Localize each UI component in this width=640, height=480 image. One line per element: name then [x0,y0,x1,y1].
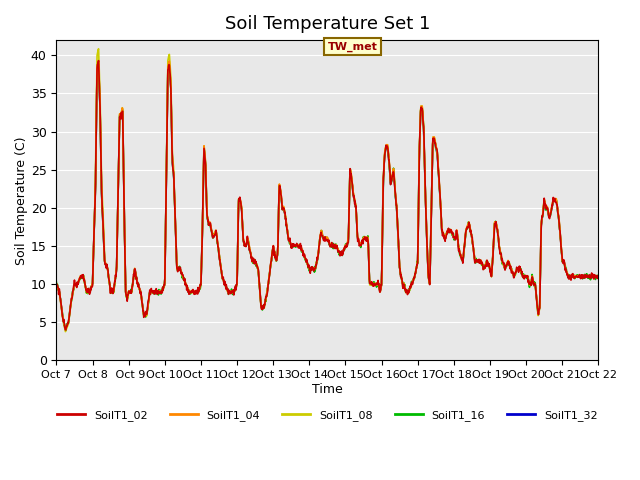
SoilT1_32 [61,327,69,333]
SoilT1_02 [412,266,420,272]
SoilT1_32 [531,281,539,287]
SoilT1_02 [483,257,491,263]
Line: SoilT1_32: SoilT1_32 [56,64,598,330]
Line: SoilT1_08: SoilT1_08 [56,49,598,332]
SoilT1_02 [161,282,168,288]
SoilT1_04 [161,281,168,287]
SoilT1_32 [412,267,420,273]
SoilT1_16 [483,260,491,266]
SoilT1_16 [595,272,602,278]
SoilT1_08 [412,267,420,273]
Title: Soil Temperature Set 1: Soil Temperature Set 1 [225,15,430,33]
SoilT1_32 [174,266,182,272]
Y-axis label: Soil Temperature (C): Soil Temperature (C) [15,136,28,264]
SoilT1_16 [234,212,242,217]
SoilT1_32 [483,259,491,264]
SoilT1_04 [234,210,242,216]
SoilT1_04 [52,280,60,286]
SoilT1_04 [595,273,602,278]
SoilT1_08 [174,266,182,272]
SoilT1_32 [234,211,242,217]
SoilT1_08 [161,283,168,288]
SoilT1_08 [61,329,69,335]
SoilT1_08 [234,211,242,216]
SoilT1_08 [531,282,539,288]
SoilT1_04 [61,327,69,333]
SoilT1_16 [174,266,182,272]
SoilT1_32 [95,61,102,67]
SoilT1_08 [95,46,102,52]
SoilT1_04 [531,280,539,286]
SoilT1_02 [52,281,60,287]
SoilT1_16 [412,266,420,272]
SoilT1_32 [52,281,60,287]
SoilT1_08 [595,274,602,280]
Legend: SoilT1_02, SoilT1_04, SoilT1_08, SoilT1_16, SoilT1_32: SoilT1_02, SoilT1_04, SoilT1_08, SoilT1_… [53,406,602,425]
SoilT1_32 [161,282,168,288]
Line: SoilT1_02: SoilT1_02 [56,60,598,330]
SoilT1_02 [595,274,602,280]
SoilT1_02 [95,58,102,63]
SoilT1_16 [62,328,70,334]
SoilT1_16 [52,279,60,285]
X-axis label: Time: Time [312,383,343,396]
SoilT1_32 [595,274,602,279]
Line: SoilT1_16: SoilT1_16 [56,64,598,331]
SoilT1_02 [531,282,539,288]
SoilT1_04 [412,266,420,272]
SoilT1_16 [161,281,168,287]
Line: SoilT1_04: SoilT1_04 [56,61,598,330]
SoilT1_04 [174,265,182,271]
SoilT1_04 [483,258,491,264]
SoilT1_16 [531,284,539,289]
SoilT1_16 [94,61,102,67]
SoilT1_02 [62,327,70,333]
SoilT1_02 [234,211,242,217]
SoilT1_02 [174,269,182,275]
Text: TW_met: TW_met [328,41,378,51]
SoilT1_04 [95,58,102,64]
SoilT1_08 [483,259,491,264]
SoilT1_08 [52,282,60,288]
